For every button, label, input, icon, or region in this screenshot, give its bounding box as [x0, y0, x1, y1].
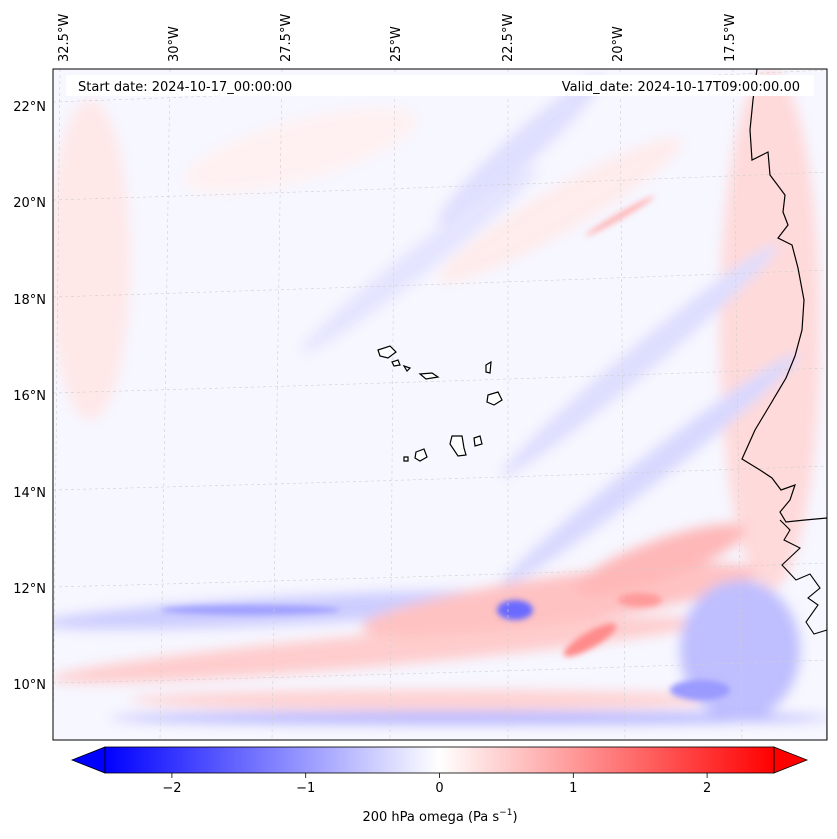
colorbar: −2 −1 0 1 2 200 hPa omega (Pa s−1) [70, 746, 809, 825]
colorbar-tick-label: 2 [703, 781, 711, 796]
colorbar-label-main: 200 hPa omega (Pa s [362, 810, 499, 825]
lat-label-12n: 12°N [13, 582, 46, 597]
lat-label-16n: 16°N [13, 389, 46, 404]
map-panel: Start date: 2024-10-17_00:00:00 Valid_da… [52, 68, 828, 741]
colorbar-ticks: −2 −1 0 1 2 [162, 773, 711, 796]
graticule [53, 69, 827, 740]
lat-label-20n: 20°N [13, 196, 46, 211]
coastline-detail [779, 519, 828, 635]
colorbar-tick-label: −1 [296, 781, 315, 796]
colorbar-tick-label: 0 [435, 781, 443, 796]
lat-label-10n: 10°N [13, 678, 46, 693]
longitude-labels: 32.5°W 30°W 27.5°W 25°W 22.5°W 20°W 17.5… [57, 14, 738, 62]
valid-date-label: Valid_date: 2024-10-17T09:00:00.00 [562, 80, 800, 95]
colorbar-tick-label: −2 [162, 781, 181, 796]
cape-verde-islands [377, 345, 503, 462]
latitude-labels: 22°N 20°N 18°N 16°N 14°N 12°N 10°N [13, 100, 46, 693]
lon-label-25w: 25°W [389, 26, 404, 62]
lon-label-27-5w: 27.5°W [279, 14, 294, 62]
lat-label-22n: 22°N [13, 100, 46, 115]
africa-coastline [741, 69, 827, 740]
colorbar-label: 200 hPa omega (Pa s−1) [362, 808, 517, 825]
lon-label-32-5w: 32.5°W [57, 14, 72, 62]
lon-label-17-5w: 17.5°W [723, 14, 738, 62]
annotation-strip [66, 75, 814, 96]
lon-label-30w: 30°W [167, 26, 182, 62]
omega-field [53, 70, 827, 724]
lon-label-20w: 20°W [611, 26, 626, 62]
lat-label-14n: 14°N [13, 486, 46, 501]
colorbar-gradient [105, 747, 774, 773]
colorbar-extend-low [70, 746, 106, 774]
colorbar-label-exponent: −1 [499, 808, 512, 818]
colorbar-label-close: ) [512, 810, 517, 825]
colorbar-tick-label: 1 [569, 781, 577, 796]
lat-label-18n: 18°N [13, 293, 46, 308]
colorbar-extend-high [773, 746, 809, 774]
start-date-label: Start date: 2024-10-17_00:00:00 [78, 80, 292, 95]
map-frame [52, 68, 828, 741]
lon-label-22-5w: 22.5°W [501, 14, 516, 62]
